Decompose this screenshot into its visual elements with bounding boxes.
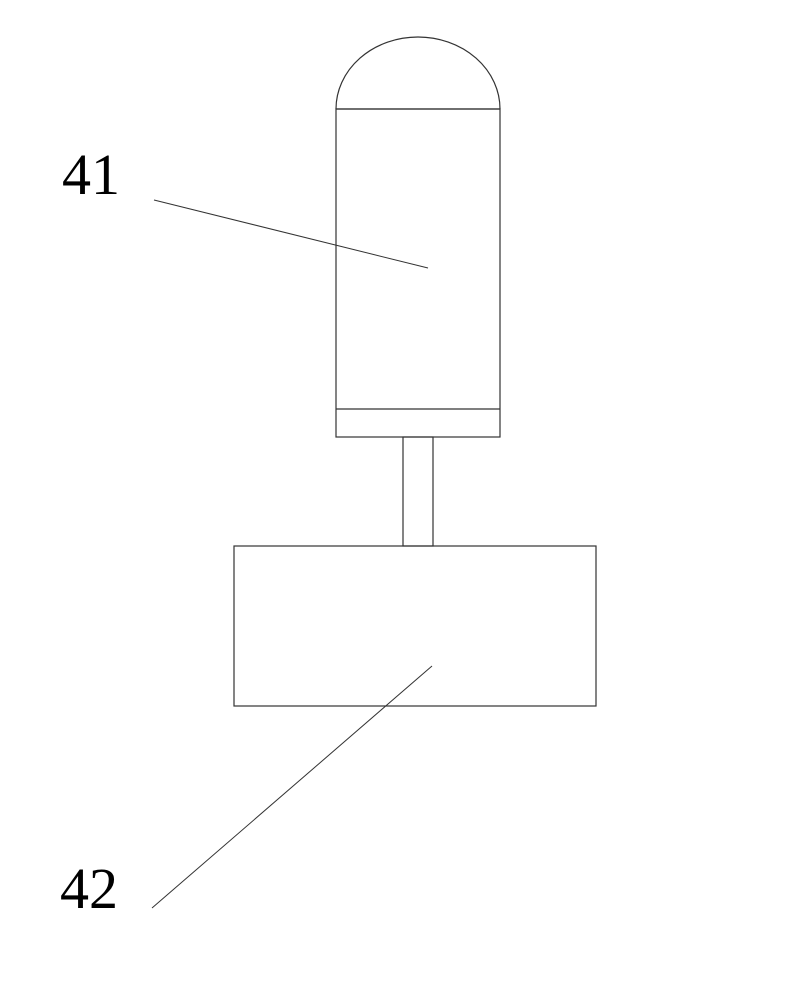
body-rect — [336, 109, 500, 437]
leader-41 — [154, 200, 428, 268]
leader-42 — [152, 666, 432, 908]
label-41: 41 — [62, 141, 120, 208]
stem-rect — [403, 437, 433, 546]
dome-arc — [336, 37, 500, 109]
label-42: 42 — [60, 855, 118, 922]
base-rect — [234, 546, 596, 706]
